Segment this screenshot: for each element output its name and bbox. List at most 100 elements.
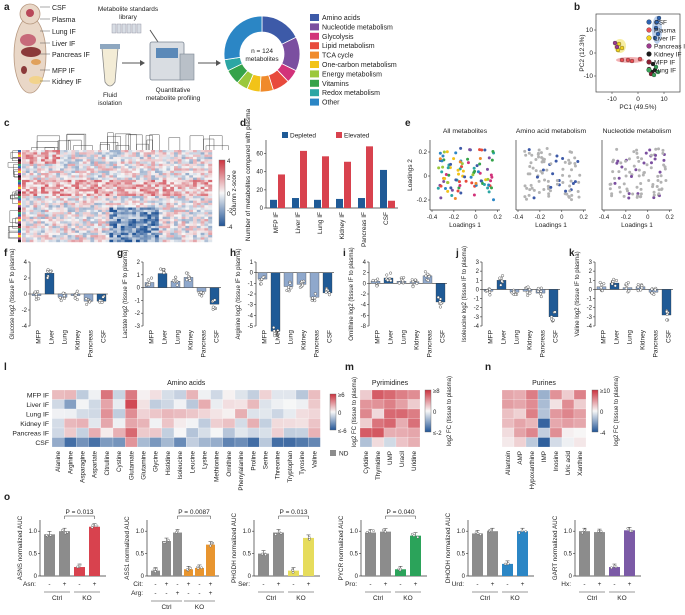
heatmap-cell (137, 418, 150, 429)
heatmap-cell (41, 209, 45, 213)
legend-title: log2 FC (tissue to plasma) (447, 376, 453, 446)
condition-toggle: + (165, 581, 169, 588)
category-label: MFP (601, 330, 608, 344)
heatmap-cell (196, 207, 201, 210)
loading-point (573, 164, 577, 168)
heatmap-cell (222, 427, 236, 438)
heatmap-cell (60, 184, 64, 187)
heatmap-cell (22, 166, 26, 169)
heatmap-cell (208, 235, 213, 238)
loading-point (438, 157, 442, 161)
heatmap-cell (60, 173, 64, 176)
bar-elevated (300, 150, 307, 208)
heatmap-cell (25, 230, 30, 233)
loading-point (450, 193, 454, 197)
row-label: Kidney IF (20, 421, 49, 428)
dendrogram-branch (99, 144, 110, 150)
heatmap-cell (113, 221, 118, 224)
dendrogram-branch (189, 135, 204, 150)
vial-icon (131, 23, 137, 34)
legend-swatch (310, 70, 319, 78)
column-label: Valine (311, 451, 318, 469)
axis-label-y: Lactate log2 (tissue IF to plasma) (123, 250, 129, 339)
heatmap-cell (128, 166, 133, 169)
heatmap-cell (44, 182, 49, 185)
heatmap-cell (149, 427, 162, 438)
loading-point (654, 153, 658, 157)
heatmap-title: Amino acids (167, 380, 206, 387)
heatmap-cell (37, 219, 42, 222)
heatmap-cell (177, 168, 182, 171)
heatmap-cell (143, 154, 148, 158)
heatmap-cell (181, 182, 186, 185)
heatmap-cell (90, 186, 95, 190)
legend-swatch (310, 98, 319, 106)
heatmap-cell (109, 177, 114, 181)
heatmap-cell (52, 159, 57, 162)
replicate-dot (58, 296, 62, 300)
loading-point (657, 192, 661, 196)
loading-point (565, 192, 569, 196)
axis-label-y: Number of metabolites compared with plas… (245, 109, 252, 242)
bar (59, 531, 70, 576)
panel-label-j: j (455, 248, 459, 259)
loading-point (576, 160, 580, 164)
heatmap-cell (76, 418, 89, 429)
bar (283, 272, 294, 287)
heatmap-cell (124, 156, 129, 160)
heatmap-cell (549, 427, 563, 438)
heatmap-cell (162, 200, 167, 204)
column-label: UMP (387, 451, 394, 465)
loading-point (439, 184, 443, 188)
heatmap-cell (128, 196, 133, 199)
condition-toggle: - (154, 590, 156, 597)
heatmap-cell (48, 207, 53, 210)
heatmap-cell (98, 232, 102, 236)
heatmap-cell (525, 408, 539, 419)
heatmap-cell (158, 159, 163, 162)
heatmap-cell (395, 399, 409, 410)
heatmap-cell (113, 170, 118, 174)
heatmap-cell (105, 191, 110, 194)
heatmap-cell (113, 154, 118, 158)
bar (409, 281, 420, 284)
loading-point (628, 170, 632, 174)
heatmap-cell (395, 408, 409, 419)
heatmap-cell (56, 186, 61, 190)
heatmap-cell (75, 219, 80, 222)
heatmap-cell (162, 154, 167, 158)
heatmap-cell (117, 219, 121, 222)
tick-label: 4 (24, 260, 28, 266)
heatmap-cell (136, 186, 140, 190)
heatmap-cell (158, 161, 163, 164)
heatmap-cell (189, 198, 194, 201)
heatmap-cell (48, 198, 53, 201)
heatmap-cell (151, 186, 156, 190)
column-label: Serine (263, 451, 270, 470)
heatmap-cell (71, 186, 76, 190)
condition-toggle: - (476, 581, 478, 588)
loading-point (578, 173, 582, 177)
heatmap-cell (170, 182, 175, 185)
heatmap-cell (63, 214, 68, 217)
column-label: Glutamate (128, 451, 135, 481)
legend-label: Redox metabolism (322, 90, 380, 97)
row-annotation (18, 175, 21, 178)
heatmap-cell (124, 235, 129, 238)
replicate-dot (624, 286, 628, 290)
heatmap-cell (198, 418, 211, 429)
heatmap-cell (37, 168, 42, 171)
heatmap-cell (177, 186, 182, 190)
column-label: Xanthine (577, 451, 584, 476)
heatmap-cell (222, 418, 236, 429)
row-annotation (18, 230, 21, 233)
heatmap-cell (149, 418, 162, 429)
heatmap-cell (29, 154, 34, 158)
heatmap-cell (151, 196, 156, 199)
heatmap-cell (94, 212, 99, 215)
heatmap-cell (132, 239, 137, 243)
heatmap-cell (44, 189, 49, 192)
heatmap-cell (143, 182, 148, 185)
heatmap-cell (98, 186, 102, 190)
heatmap-cell (109, 168, 114, 171)
